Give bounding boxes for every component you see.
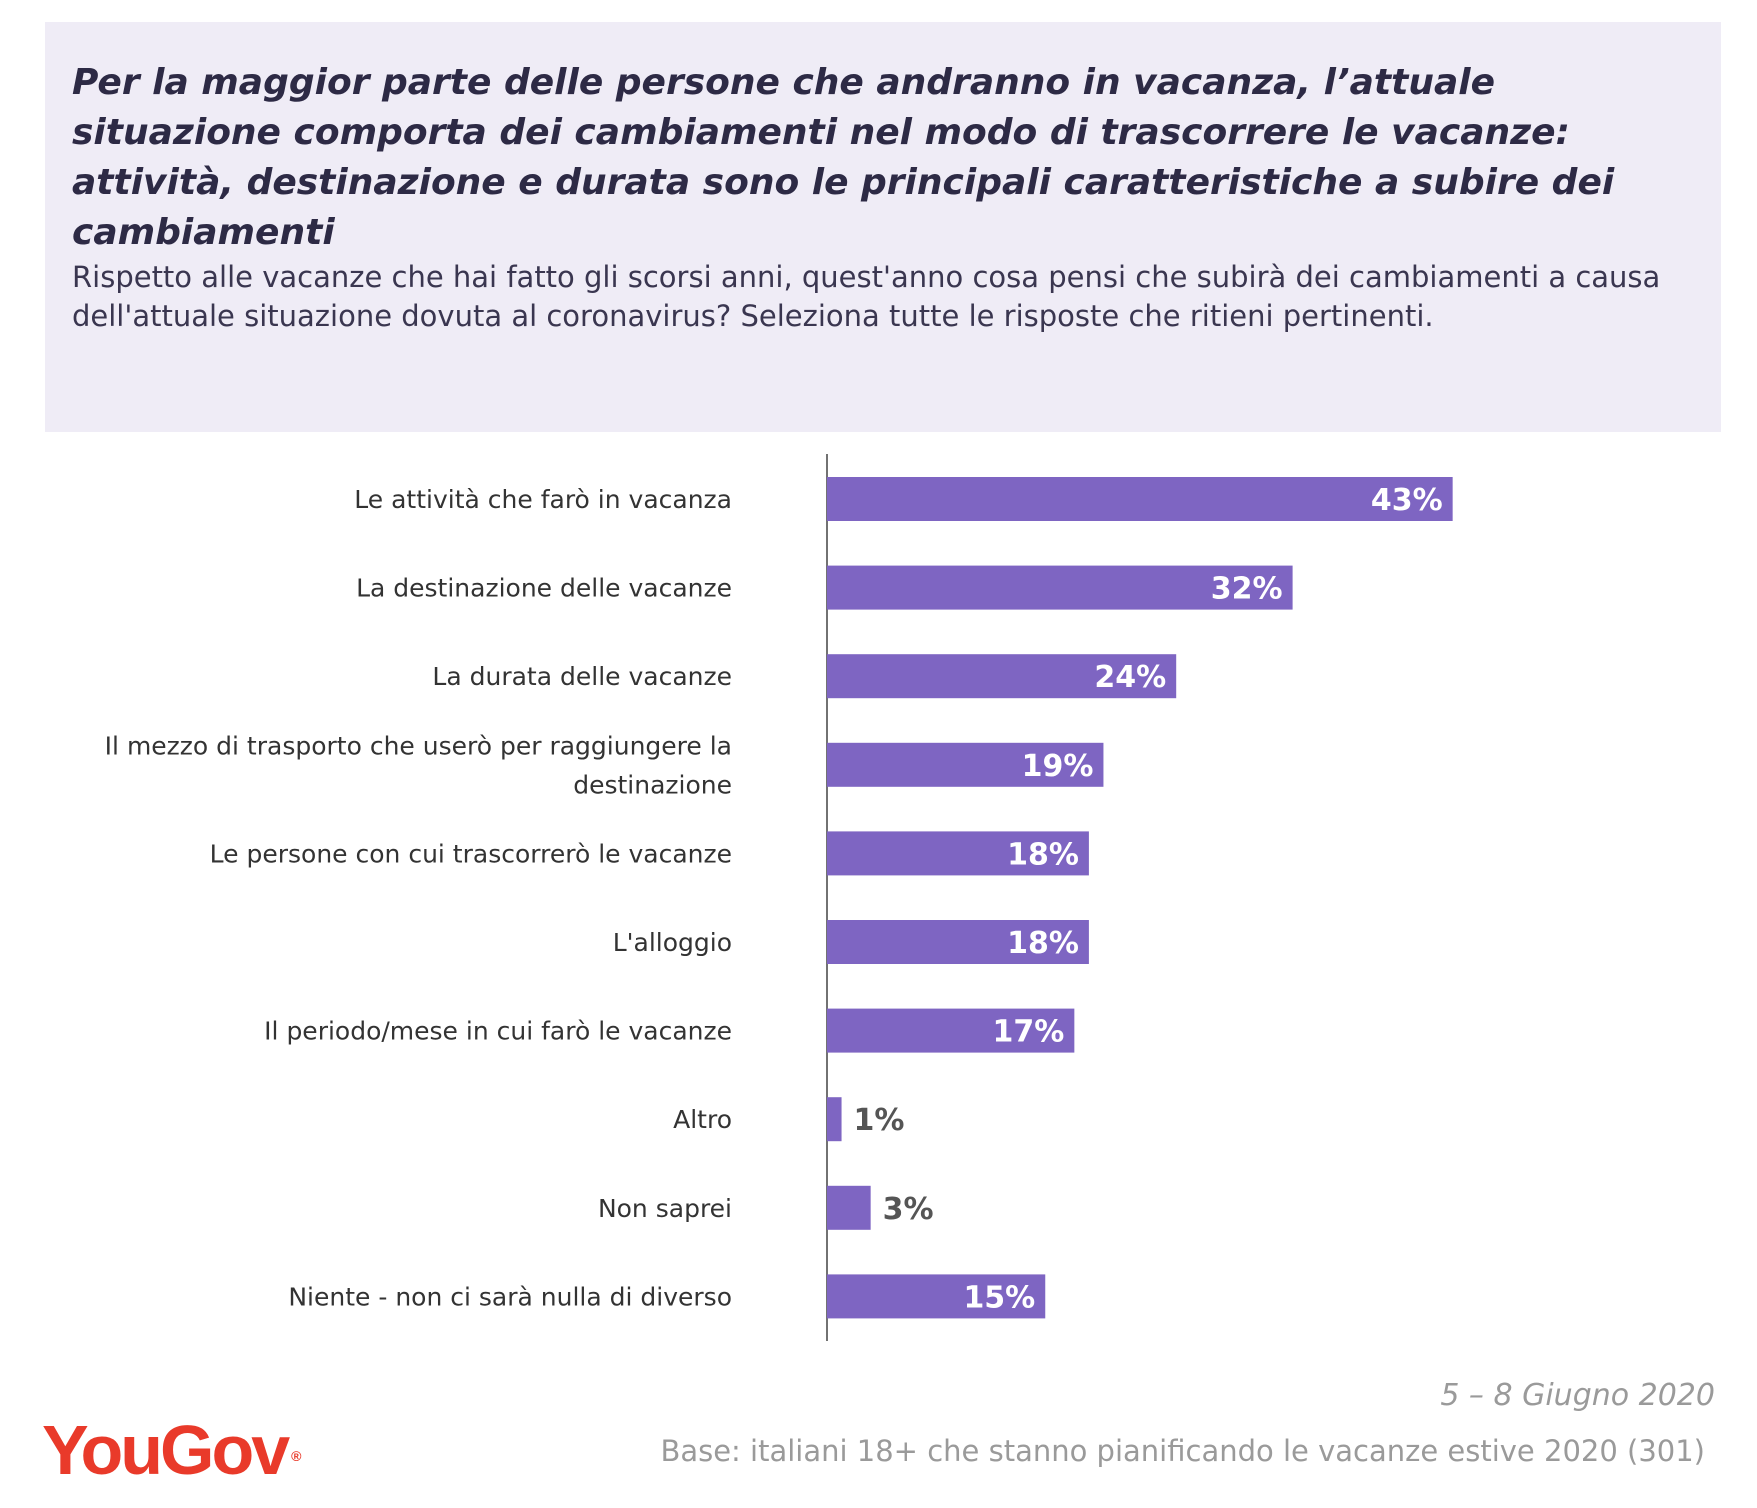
data-label: 19%	[1022, 749, 1094, 784]
yougov-logo: YouGov ®	[42, 1410, 301, 1490]
bar	[827, 654, 1177, 699]
logo-text: YouGov	[42, 1411, 290, 1489]
bar	[827, 1097, 842, 1142]
bar-chart: Le attività che farò in vacanza 43% La des…	[105, 454, 1453, 1341]
chart-subtitle: Rispetto alle vacanze che hai fatto gli …	[72, 260, 1661, 333]
bar	[827, 565, 1293, 610]
category-label: Le attività che farò in vacanza	[354, 485, 732, 514]
data-label: 43%	[1371, 483, 1443, 518]
data-label: 15%	[963, 1280, 1035, 1315]
data-label: 24%	[1094, 660, 1166, 695]
bar	[827, 1274, 1046, 1319]
bar	[827, 742, 1104, 787]
category-label: Il periodo/mese in cui farò le vacanze	[264, 1017, 732, 1046]
category-label: Altro	[673, 1105, 732, 1134]
logo-registered-mark: ®	[291, 1448, 302, 1464]
bar	[827, 477, 1453, 521]
category-label: La durata delle vacanze	[432, 662, 732, 691]
header-panel	[45, 22, 1721, 432]
bar	[827, 920, 1089, 964]
category-label: Le persone con cui trascorrerò le vacanz…	[210, 839, 732, 868]
data-label: 1%	[854, 1103, 905, 1138]
data-label: 32%	[1211, 572, 1283, 607]
category-label: Il mezzo di trasporto che userò per ragg…	[105, 731, 732, 799]
chart-title: Per la maggior parte delle persone che a…	[72, 62, 1615, 253]
survey-base: Base: italiani 18+ che stanno pianifican…	[660, 1434, 1705, 1468]
data-label: 3%	[883, 1192, 934, 1227]
category-label: L'alloggio	[613, 928, 732, 957]
data-label: 18%	[1007, 926, 1079, 961]
bar	[827, 1185, 871, 1230]
data-label: 18%	[1007, 837, 1079, 872]
survey-date: 5 – 8 Giugno 2020	[1440, 1378, 1715, 1413]
bar	[827, 831, 1089, 876]
bar	[827, 1008, 1075, 1053]
category-label: La destinazione delle vacanze	[356, 574, 732, 603]
category-label: Niente - non ci sarà nulla di diverso	[288, 1282, 732, 1311]
category-label: Non saprei	[598, 1194, 732, 1223]
data-label: 17%	[993, 1015, 1065, 1050]
